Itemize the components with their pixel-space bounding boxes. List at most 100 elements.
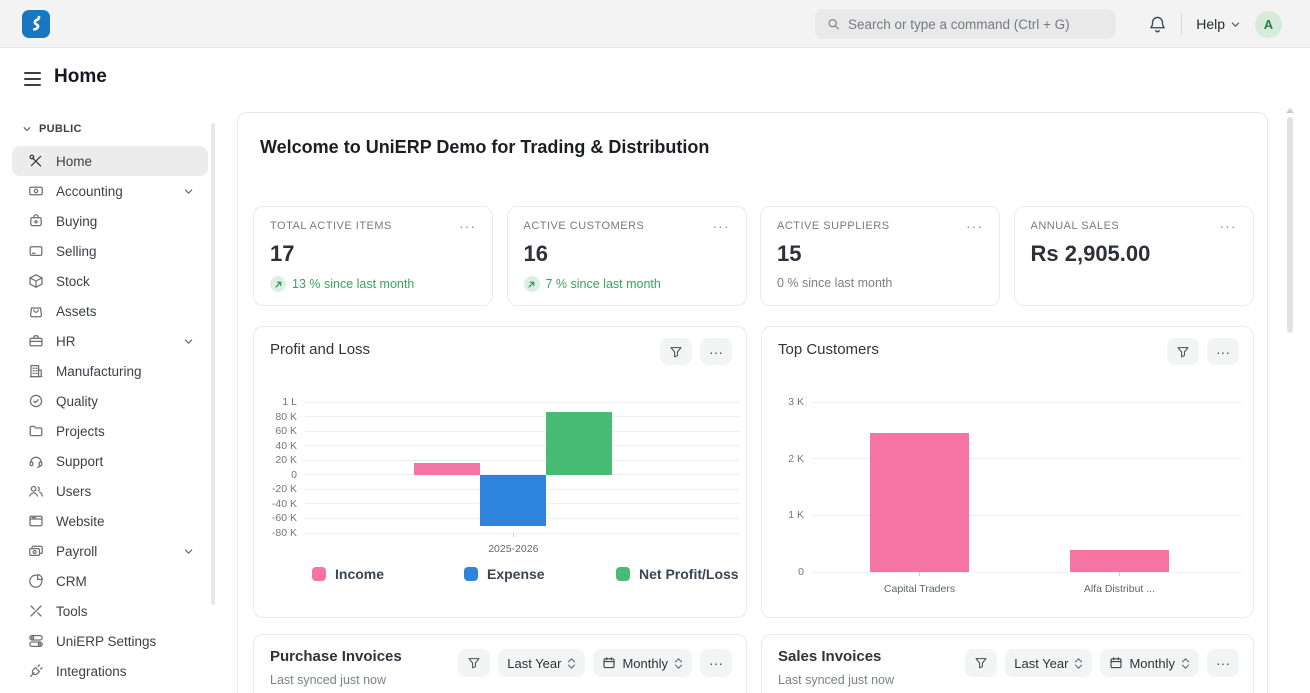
period-select[interactable]: Last Year — [1005, 649, 1093, 677]
chevron-down-icon[interactable] — [183, 336, 194, 347]
number-card-label: ACTIVE CUSTOMERS — [523, 220, 645, 232]
number-card-annual-sales: ANNUAL SALES ··· Rs 2,905.00 — [1013, 206, 1254, 306]
sidebar-item-support[interactable]: Support — [12, 446, 208, 476]
calendar-icon — [1110, 657, 1122, 669]
sidebar-toggle-button[interactable] — [24, 72, 41, 86]
x-axis-label: Alfa Distribut ... — [1083, 583, 1156, 595]
y-axis-label: 1 L — [282, 396, 297, 408]
sidebar-item-label: Stock — [56, 273, 90, 289]
frequency-select[interactable]: Monthly — [1100, 649, 1199, 677]
browser-icon — [28, 513, 44, 529]
y-axis-label: 3 K — [788, 396, 804, 408]
sidebar-item-manufacturing[interactable]: Manufacturing — [12, 356, 208, 386]
gridline — [812, 571, 1242, 573]
sidebar-item-label: Assets — [56, 303, 97, 319]
sidebar-item-label: Selling — [56, 243, 97, 259]
sidebar-item-selling[interactable]: Selling — [12, 236, 208, 266]
sliders-icon — [28, 633, 44, 649]
sidebar-scrollbar[interactable] — [211, 123, 215, 605]
scroll-up-arrow-icon[interactable] — [1286, 108, 1294, 113]
chevron-down-icon[interactable] — [183, 186, 194, 197]
sidebar-item-stock[interactable]: Stock — [12, 266, 208, 296]
sidebar-item-buying[interactable]: Buying — [12, 206, 208, 236]
sidebar-item-hr[interactable]: HR — [12, 326, 208, 356]
filter-button[interactable] — [965, 649, 998, 677]
main-scrollbar[interactable] — [1287, 117, 1293, 333]
legend-swatch — [616, 567, 630, 581]
user-avatar[interactable]: A — [1255, 10, 1282, 38]
y-axis-label: 1 K — [788, 509, 804, 522]
sidebar-item-label: Integrations — [56, 663, 127, 679]
sidebar-item-label: Quality — [56, 393, 99, 409]
sidebar-item-payroll[interactable]: Payroll — [12, 536, 208, 566]
sidebar-item-accounting[interactable]: Accounting — [12, 176, 208, 206]
more-options-button[interactable]: ··· — [1207, 649, 1239, 677]
buying-bag-icon — [28, 213, 44, 229]
sales-invoices-card: Sales Invoices Last synced just now Last… — [761, 634, 1254, 693]
number-card-active-suppliers: ACTIVE SUPPLIERS ··· 15 0 % since last mont… — [760, 206, 1000, 306]
y-axis-label: 80 K — [275, 410, 297, 423]
funnel-icon — [975, 658, 987, 669]
filter-button[interactable] — [458, 649, 491, 677]
sidebar-item-assets[interactable]: Assets — [12, 296, 208, 326]
chart-title: Top Customers — [778, 341, 879, 358]
bar-income[interactable] — [414, 463, 481, 475]
bell-icon — [1150, 16, 1166, 32]
sidebar-item-tools[interactable]: Tools — [12, 596, 208, 626]
filter-button[interactable] — [660, 338, 692, 365]
sidebar: PUBLIC Home Accounting Buying Selling Stock A… — [0, 118, 220, 686]
sidebar-item-website[interactable]: Website — [12, 506, 208, 536]
sidebar-item-unierp-settings[interactable]: UniERP Settings — [12, 626, 208, 656]
more-options-button[interactable]: ··· — [459, 218, 476, 234]
card-icon — [28, 243, 44, 259]
bar-net-profit-loss[interactable] — [546, 412, 613, 475]
sidebar-item-quality[interactable]: Quality — [12, 386, 208, 416]
sidebar-item-users[interactable]: Users — [12, 476, 208, 506]
gridline — [812, 401, 1242, 403]
top-customers-chart: 3 K 2 K 1 K 0 Capital Traders Alfa Distribut … — [762, 327, 1253, 617]
sidebar-item-projects[interactable]: Projects — [12, 416, 208, 446]
period-select[interactable]: Last Year — [498, 649, 586, 677]
global-search[interactable] — [815, 9, 1115, 39]
filter-button[interactable] — [1167, 338, 1199, 365]
search-icon — [828, 19, 839, 30]
sidebar-item-integrations[interactable]: Integrations — [12, 656, 208, 686]
more-options-button[interactable]: ··· — [700, 338, 732, 365]
chevron-down-icon[interactable] — [183, 546, 194, 557]
welcome-heading: Welcome to UniERP Demo for Trading & Dis… — [260, 137, 710, 157]
sidebar-item-label: Manufacturing — [56, 363, 142, 379]
sidebar-item-home[interactable]: Home — [12, 146, 208, 176]
legend-swatch — [312, 567, 326, 581]
legend-label: Income — [335, 566, 385, 582]
more-options-button[interactable]: ··· — [700, 649, 732, 677]
bar-expense[interactable] — [480, 474, 547, 527]
more-options-button[interactable]: ··· — [712, 218, 730, 234]
sidebar-item-crm[interactable]: CRM — [12, 566, 208, 596]
bar-alfa-distribut[interactable] — [1069, 550, 1169, 572]
chart-legend: Income Expense Net Profit/Loss — [312, 566, 768, 582]
trend-up-icon — [523, 276, 540, 292]
sidebar-item-label: HR — [56, 333, 76, 349]
workspace-panel: Welcome to UniERP Demo for Trading & Dis… — [237, 112, 1268, 693]
more-options-button[interactable]: ··· — [966, 218, 983, 234]
chevron-down-icon — [23, 127, 31, 132]
navbar-divider — [1181, 13, 1183, 35]
more-options-button[interactable]: ··· — [1207, 338, 1239, 365]
more-options-button[interactable]: ··· — [1219, 218, 1237, 234]
y-axis-label: 40 K — [275, 439, 297, 452]
factory-icon — [28, 363, 44, 379]
app-logo[interactable] — [22, 10, 50, 38]
frequency-select[interactable]: Monthly — [593, 649, 692, 677]
number-card-total-active-items: TOTAL ACTIVE ITEMS ··· 17 13 % since last m… — [253, 206, 493, 306]
updown-icon — [1074, 657, 1083, 670]
help-menu[interactable]: Help — [1196, 16, 1241, 32]
sidebar-item-label: Website — [56, 513, 105, 529]
notifications-button[interactable] — [1148, 15, 1167, 34]
sidebar-item-label: Users — [56, 483, 92, 499]
sidebar-section-public[interactable]: PUBLIC — [0, 118, 220, 140]
bar-capital-traders[interactable] — [870, 433, 969, 572]
profit-and-loss-chart: 1 L 80 K 60 K 40 K 20 K 0 -20 K -40 K -60 K -80 K… — [254, 327, 746, 617]
search-input[interactable] — [847, 16, 1103, 32]
calendar-icon — [603, 657, 615, 669]
top-navbar: Help A — [0, 0, 1310, 48]
